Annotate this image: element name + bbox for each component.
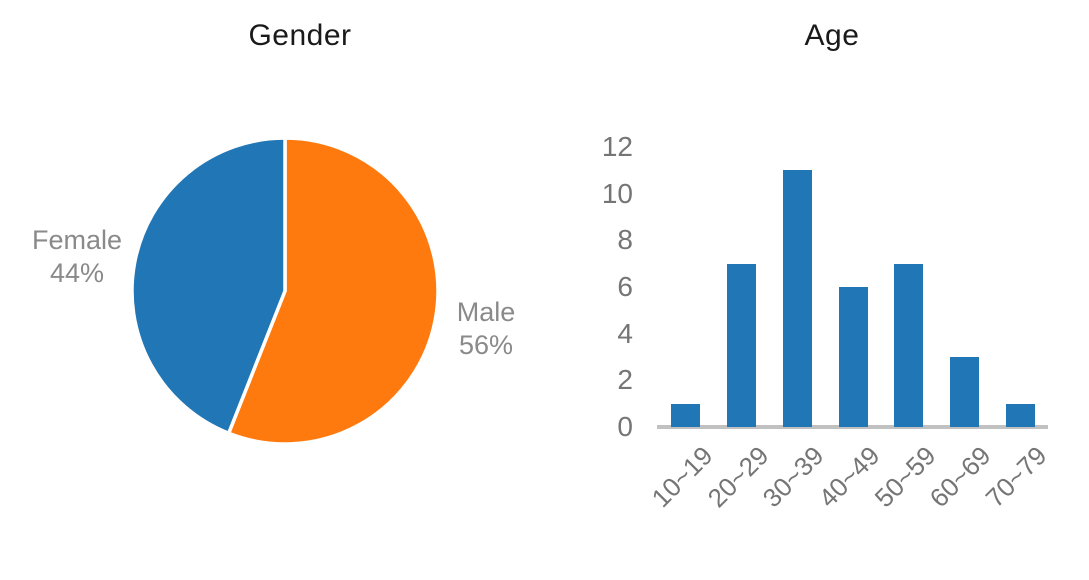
pie-label-value: 44%	[49, 258, 105, 288]
y-axis-tick-2: 2	[617, 364, 633, 396]
age-chart-title: Age	[804, 19, 860, 52]
bar-30~39	[782, 170, 812, 427]
bar-20~29	[727, 263, 757, 427]
pie-label-name: Male	[456, 297, 516, 327]
pie-slice-male	[226, 136, 440, 446]
x-axis-line	[657, 425, 1048, 429]
bar-60~69	[949, 357, 979, 427]
bar-70~79	[1005, 403, 1035, 427]
y-axis-tick-0: 0	[617, 411, 633, 442]
y-axis-tick-12: 12	[601, 131, 633, 163]
pie-label-name: Female	[31, 225, 123, 255]
y-axis-tick-8: 8	[617, 224, 633, 256]
bar-10~19	[671, 403, 701, 427]
pie-label-female: Female 44%	[0, 224, 162, 290]
pie-label-male: Male 56%	[401, 296, 571, 362]
y-axis-tick-6: 6	[617, 271, 633, 303]
gender-chart-title: Gender	[248, 19, 352, 52]
pie-label-value: 56%	[458, 330, 514, 360]
gender-pie-chart	[130, 136, 440, 446]
pie-slice-female	[130, 136, 287, 436]
bar-40~49	[838, 287, 868, 427]
y-axis-tick-4: 4	[617, 317, 633, 349]
y-axis-tick-10: 10	[601, 177, 633, 209]
bar-50~59	[894, 263, 924, 427]
